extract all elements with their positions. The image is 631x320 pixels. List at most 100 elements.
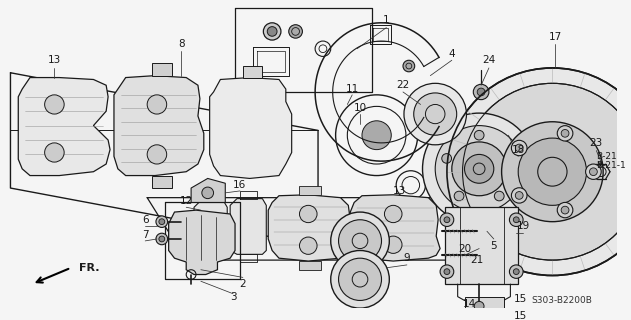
Polygon shape xyxy=(191,179,225,203)
Text: 22: 22 xyxy=(396,80,410,90)
Text: 18: 18 xyxy=(512,145,525,155)
Circle shape xyxy=(557,126,573,141)
Text: 7: 7 xyxy=(142,230,148,240)
Text: FR.: FR. xyxy=(79,263,99,273)
Circle shape xyxy=(477,88,485,96)
Circle shape xyxy=(514,269,519,275)
Polygon shape xyxy=(350,195,440,261)
Circle shape xyxy=(454,191,464,201)
Circle shape xyxy=(494,191,504,201)
Text: 13: 13 xyxy=(392,186,406,196)
Circle shape xyxy=(300,205,317,223)
Circle shape xyxy=(45,95,64,114)
Text: 10: 10 xyxy=(353,103,367,113)
Circle shape xyxy=(561,130,569,137)
Circle shape xyxy=(384,205,402,223)
Polygon shape xyxy=(268,195,352,261)
Circle shape xyxy=(516,192,523,199)
Polygon shape xyxy=(152,63,172,76)
Polygon shape xyxy=(18,77,110,176)
Circle shape xyxy=(156,233,168,245)
Circle shape xyxy=(473,84,489,100)
Circle shape xyxy=(507,154,517,163)
Circle shape xyxy=(444,217,450,223)
Polygon shape xyxy=(230,199,266,254)
Polygon shape xyxy=(445,207,518,284)
Circle shape xyxy=(463,83,631,260)
Circle shape xyxy=(516,144,523,152)
Text: 17: 17 xyxy=(549,32,562,42)
Polygon shape xyxy=(114,76,204,176)
Circle shape xyxy=(464,155,494,183)
Circle shape xyxy=(435,125,523,212)
Polygon shape xyxy=(209,77,292,179)
Circle shape xyxy=(339,220,382,262)
Circle shape xyxy=(514,217,519,223)
Circle shape xyxy=(452,142,507,196)
Text: 2: 2 xyxy=(240,279,246,289)
Text: B-21: B-21 xyxy=(596,152,617,161)
Circle shape xyxy=(442,154,452,163)
Text: 1: 1 xyxy=(383,15,390,25)
Circle shape xyxy=(557,203,573,218)
Circle shape xyxy=(589,168,598,176)
Circle shape xyxy=(156,216,168,228)
Circle shape xyxy=(300,237,317,254)
Circle shape xyxy=(289,25,302,38)
Text: 6: 6 xyxy=(142,215,148,225)
Text: 20: 20 xyxy=(458,244,471,253)
Circle shape xyxy=(331,212,389,270)
Circle shape xyxy=(268,27,277,36)
Circle shape xyxy=(263,23,281,40)
Text: 14: 14 xyxy=(463,299,476,309)
Circle shape xyxy=(518,138,587,205)
Text: 5: 5 xyxy=(490,241,497,251)
Text: 16: 16 xyxy=(233,180,247,190)
Polygon shape xyxy=(194,201,227,252)
Circle shape xyxy=(502,122,603,222)
Circle shape xyxy=(404,83,466,145)
Text: 11: 11 xyxy=(346,84,359,94)
Circle shape xyxy=(475,301,484,311)
Polygon shape xyxy=(298,261,321,270)
Text: 23: 23 xyxy=(590,138,603,148)
Text: 4: 4 xyxy=(449,49,455,59)
Circle shape xyxy=(509,213,523,227)
Text: 24: 24 xyxy=(482,55,495,65)
Circle shape xyxy=(331,251,389,308)
Circle shape xyxy=(475,131,484,140)
Circle shape xyxy=(440,213,454,227)
Text: 13: 13 xyxy=(48,55,61,65)
Polygon shape xyxy=(168,210,235,275)
Circle shape xyxy=(511,188,527,203)
Circle shape xyxy=(159,236,165,242)
Text: B-21-1: B-21-1 xyxy=(596,162,626,171)
Polygon shape xyxy=(243,66,262,77)
Circle shape xyxy=(362,121,391,150)
Circle shape xyxy=(339,258,382,300)
Circle shape xyxy=(444,269,450,275)
Text: 15: 15 xyxy=(514,311,527,320)
Polygon shape xyxy=(152,176,172,188)
Text: 3: 3 xyxy=(230,292,237,302)
Circle shape xyxy=(464,242,471,250)
Circle shape xyxy=(147,145,167,164)
Circle shape xyxy=(414,93,457,135)
Circle shape xyxy=(202,187,213,199)
Text: 8: 8 xyxy=(178,39,185,49)
Polygon shape xyxy=(298,186,321,195)
Circle shape xyxy=(45,143,64,162)
Circle shape xyxy=(423,113,536,225)
Text: 19: 19 xyxy=(516,221,529,231)
Text: S303-B2200B: S303-B2200B xyxy=(532,296,593,305)
Circle shape xyxy=(159,219,165,225)
Circle shape xyxy=(561,206,569,214)
Circle shape xyxy=(403,60,415,72)
Circle shape xyxy=(586,164,601,180)
Circle shape xyxy=(147,95,167,114)
Text: 12: 12 xyxy=(180,196,193,205)
Text: 21: 21 xyxy=(471,255,484,265)
Circle shape xyxy=(447,68,631,276)
Circle shape xyxy=(509,265,523,278)
Text: 9: 9 xyxy=(404,253,410,263)
